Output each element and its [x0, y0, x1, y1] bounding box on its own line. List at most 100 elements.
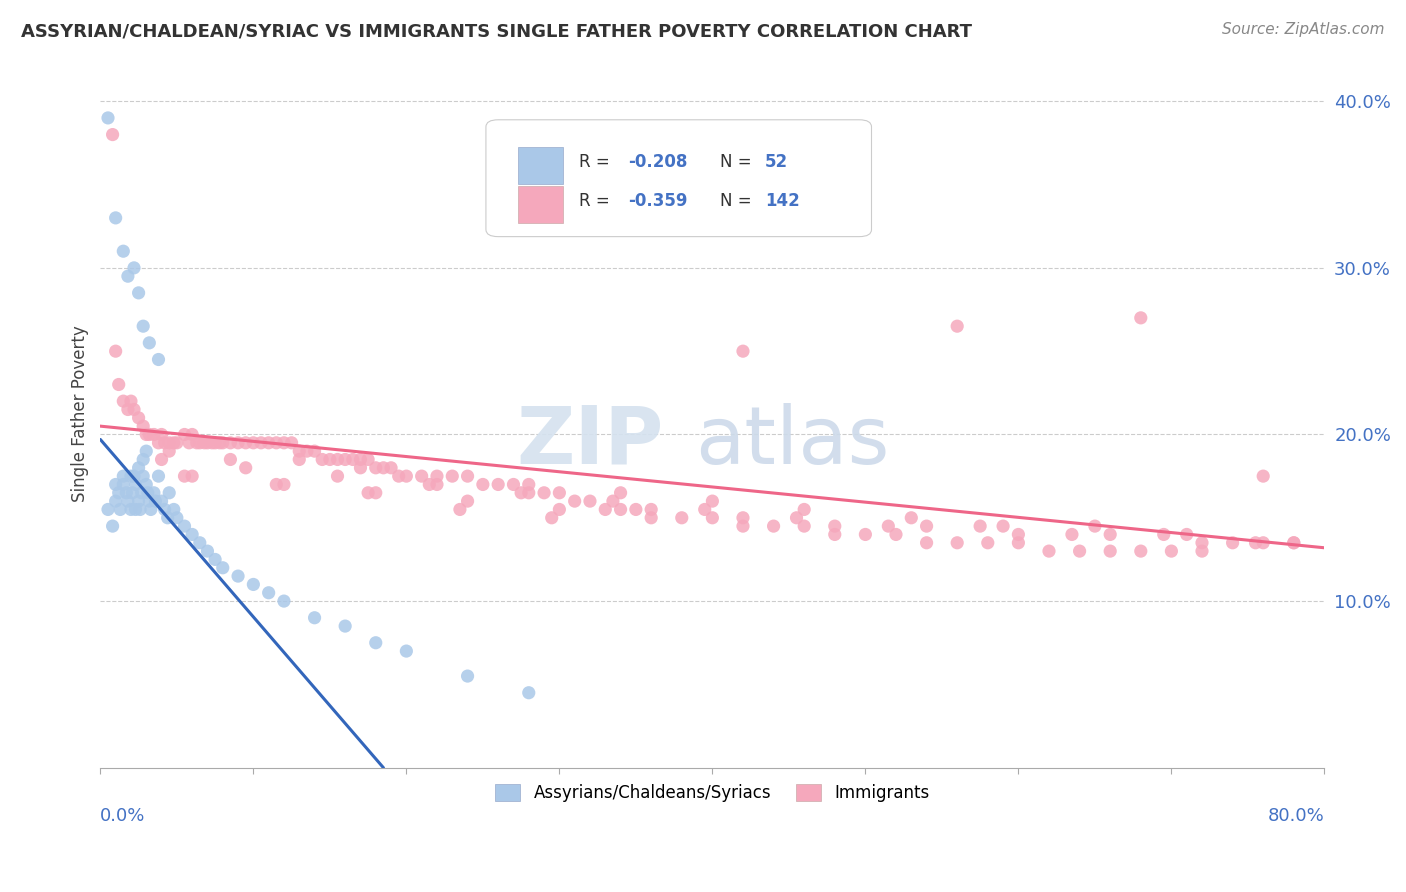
Point	[411, 469, 433, 483]
Text: ASSYRIAN/CHALDEAN/SYRIAC VS IMMIGRANTS SINGLE FATHER POVERTY CORRELATION CHART: ASSYRIAN/CHALDEAN/SYRIAC VS IMMIGRANTS S…	[21, 22, 972, 40]
Point	[609, 502, 631, 516]
Text: 0.0%: 0.0%	[100, 806, 146, 824]
Point	[129, 502, 152, 516]
Point	[124, 477, 146, 491]
Point	[120, 469, 142, 483]
Point	[122, 469, 145, 483]
Point	[731, 519, 754, 533]
Point	[1160, 544, 1182, 558]
Point	[1099, 527, 1122, 541]
Point	[242, 435, 264, 450]
Point	[117, 494, 139, 508]
Point	[135, 427, 157, 442]
Point	[173, 519, 195, 533]
Point	[1175, 527, 1198, 541]
Point	[197, 435, 219, 450]
Point	[115, 485, 138, 500]
Point	[609, 485, 631, 500]
Point	[201, 435, 224, 450]
Point	[364, 460, 387, 475]
Point	[640, 502, 662, 516]
Point	[128, 285, 150, 300]
Point	[548, 485, 571, 500]
Point	[250, 435, 273, 450]
Text: atlas: atlas	[695, 403, 889, 481]
Point	[349, 460, 371, 475]
Point	[786, 510, 808, 524]
Point	[157, 444, 180, 458]
Point	[1282, 535, 1305, 549]
Point	[107, 485, 129, 500]
Text: 142: 142	[765, 192, 800, 211]
Point	[1282, 535, 1305, 549]
Point	[702, 510, 724, 524]
Text: Source: ZipAtlas.com: Source: ZipAtlas.com	[1222, 22, 1385, 37]
Point	[121, 485, 143, 500]
Point	[426, 477, 449, 491]
Point	[135, 444, 157, 458]
Point	[319, 452, 342, 467]
Text: R =: R =	[579, 153, 614, 171]
Point	[120, 394, 142, 409]
Point	[219, 452, 242, 467]
Point	[333, 619, 356, 633]
Text: -0.208: -0.208	[628, 153, 688, 171]
Point	[486, 477, 509, 491]
Point	[548, 502, 571, 516]
Point	[181, 527, 204, 541]
Point	[1129, 544, 1152, 558]
Point	[112, 244, 135, 259]
Point	[266, 435, 288, 450]
Point	[197, 544, 219, 558]
Point	[877, 519, 900, 533]
Point	[138, 494, 160, 508]
Point	[364, 636, 387, 650]
FancyBboxPatch shape	[486, 120, 872, 236]
Point	[166, 435, 188, 450]
Point	[101, 519, 124, 533]
Point	[579, 494, 602, 508]
Point	[977, 535, 1000, 549]
Point	[593, 502, 616, 516]
Point	[1244, 535, 1267, 549]
Point	[117, 402, 139, 417]
Point	[273, 435, 295, 450]
Point	[153, 435, 176, 450]
Point	[624, 502, 647, 516]
Point	[139, 502, 162, 516]
Point	[104, 477, 127, 491]
Point	[326, 469, 349, 483]
Point	[128, 410, 150, 425]
Point	[441, 469, 464, 483]
Point	[138, 335, 160, 350]
Point	[150, 427, 173, 442]
Point	[1007, 527, 1029, 541]
Point	[181, 427, 204, 442]
Point	[1153, 527, 1175, 541]
Point	[1191, 544, 1213, 558]
Point	[188, 435, 211, 450]
Point	[693, 502, 716, 516]
Text: N =: N =	[720, 153, 756, 171]
Point	[136, 485, 159, 500]
Point	[426, 469, 449, 483]
Point	[1251, 535, 1274, 549]
Point	[120, 502, 142, 516]
Point	[762, 519, 785, 533]
Point	[395, 469, 418, 483]
Point	[471, 477, 494, 491]
Point	[153, 502, 176, 516]
Point	[132, 419, 155, 434]
Point	[946, 319, 969, 334]
Point	[117, 269, 139, 284]
Point	[824, 527, 846, 541]
Point	[122, 260, 145, 275]
Point	[793, 519, 815, 533]
Point	[156, 510, 179, 524]
Point	[132, 452, 155, 467]
Point	[101, 128, 124, 142]
Point	[173, 469, 195, 483]
Point	[163, 435, 186, 450]
Point	[457, 494, 479, 508]
Point	[132, 469, 155, 483]
